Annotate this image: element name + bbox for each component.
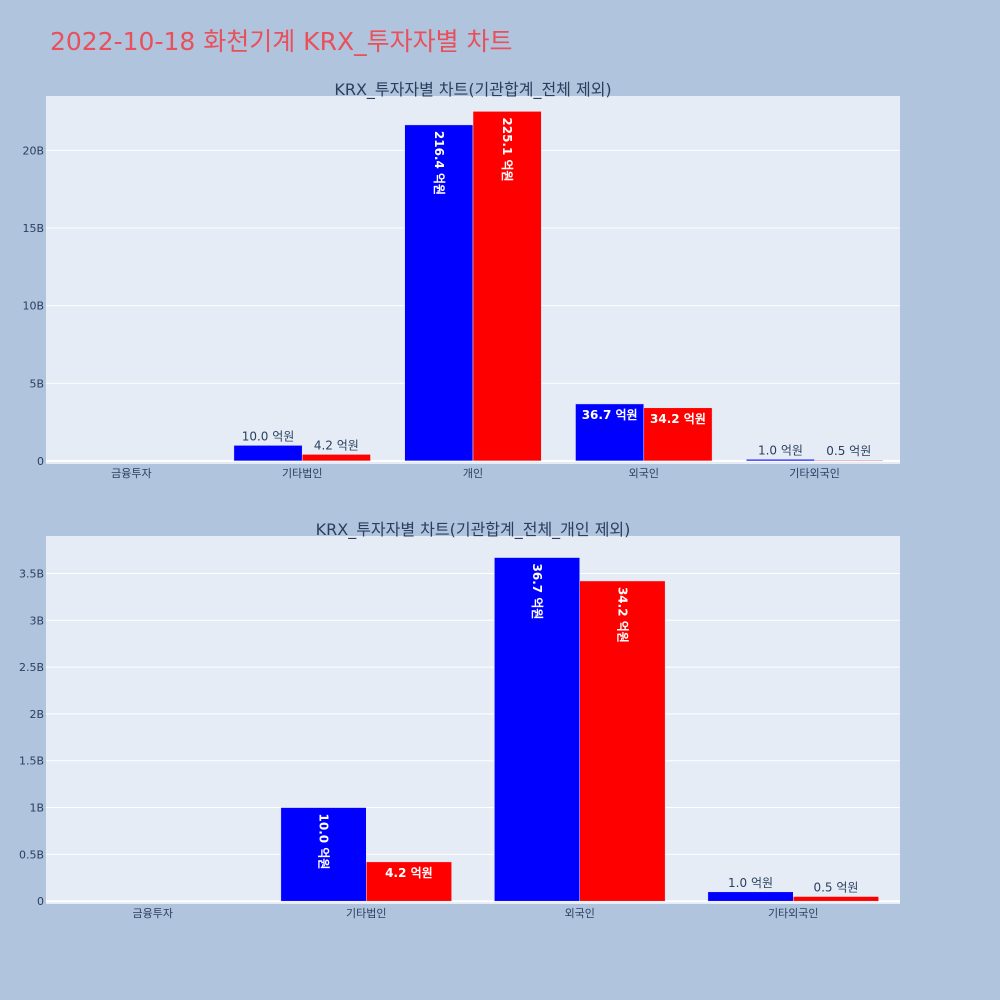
data-label: 10.0 억원 (317, 814, 331, 870)
bar (301, 454, 371, 462)
y-tick-label: 10B (22, 300, 44, 313)
x-tick-label: 외국인 (629, 467, 659, 480)
bar (575, 403, 645, 462)
data-label: 1.0 억원 (728, 876, 773, 890)
x-tick-label: 기타법인 (346, 907, 386, 920)
bar (280, 807, 367, 902)
data-label: 225.1 억원 (500, 117, 514, 181)
chart-title: KRX_투자자별 차트(기관합계_전체_개인 제외) (316, 520, 631, 540)
y-tick-label: 0 (37, 455, 44, 468)
bar (579, 580, 666, 902)
plot-area (46, 536, 900, 904)
bar (366, 861, 452, 902)
chart-excluding-institutions-and-individuals: 0 0.5B 1B 1.5B 2B 2.5B 3B 3.5B KRX_투자자별 차트(기관합계_… (19, 520, 900, 920)
data-label: 1.0 억원 (758, 443, 803, 457)
chart-title: KRX_투자자별 차트(기관합계_전체 제외) (334, 80, 611, 100)
x-tick-label: 금융투자 (133, 907, 173, 920)
data-label: 4.2 억원 (314, 438, 359, 452)
data-label: 216.4 억원 (432, 131, 446, 195)
data-label: 0.5 억원 (813, 881, 858, 895)
y-tick-label: 5B (29, 377, 44, 390)
data-label: 36.7 억원 (530, 564, 544, 620)
y-tick-label: 2B (29, 708, 44, 721)
data-label: 34.2 억원 (650, 412, 706, 426)
bar (707, 891, 794, 902)
y-tick-label: 0 (37, 895, 44, 908)
y-tick-label: 15B (22, 222, 44, 235)
x-tick-label: 외국인 (565, 907, 595, 920)
bar (404, 124, 474, 462)
x-tick-label: 기타법인 (282, 467, 322, 480)
page-title: 2022-10-18 화천기계 KRX_투자자별 차트 (50, 27, 513, 56)
y-tick-label: 0.5B (19, 848, 44, 861)
data-label: 34.2 억원 (615, 587, 629, 643)
y-tick-label: 2.5B (19, 661, 44, 674)
data-label: 10.0 억원 (242, 429, 295, 443)
y-tick-label: 20B (22, 144, 44, 157)
chart-excluding-institutions: 0 5B 10B 15B 20B KRX_투자자별 차트(기관합계_전체 제외) 금융투자 기… (22, 80, 900, 480)
y-tick-label: 1.5B (19, 755, 44, 768)
bar (233, 445, 303, 462)
x-tick-label: 개인 (463, 467, 483, 480)
data-label: 0.5 억원 (826, 444, 871, 458)
x-tick-label: 금융투자 (111, 467, 151, 480)
data-label: 4.2 억원 (385, 866, 433, 880)
bar (494, 557, 581, 902)
x-tick-label: 기타외국인 (789, 467, 840, 480)
y-tick-label: 3B (29, 614, 44, 627)
data-label: 36.7 억원 (582, 408, 638, 422)
bar (814, 459, 884, 462)
x-tick-label: 기타외국인 (768, 907, 819, 920)
y-tick-label: 3.5B (19, 567, 44, 580)
bar (746, 459, 815, 462)
y-tick-label: 1B (29, 802, 44, 815)
bar (472, 111, 542, 462)
bar (643, 407, 713, 462)
bar (793, 896, 879, 902)
